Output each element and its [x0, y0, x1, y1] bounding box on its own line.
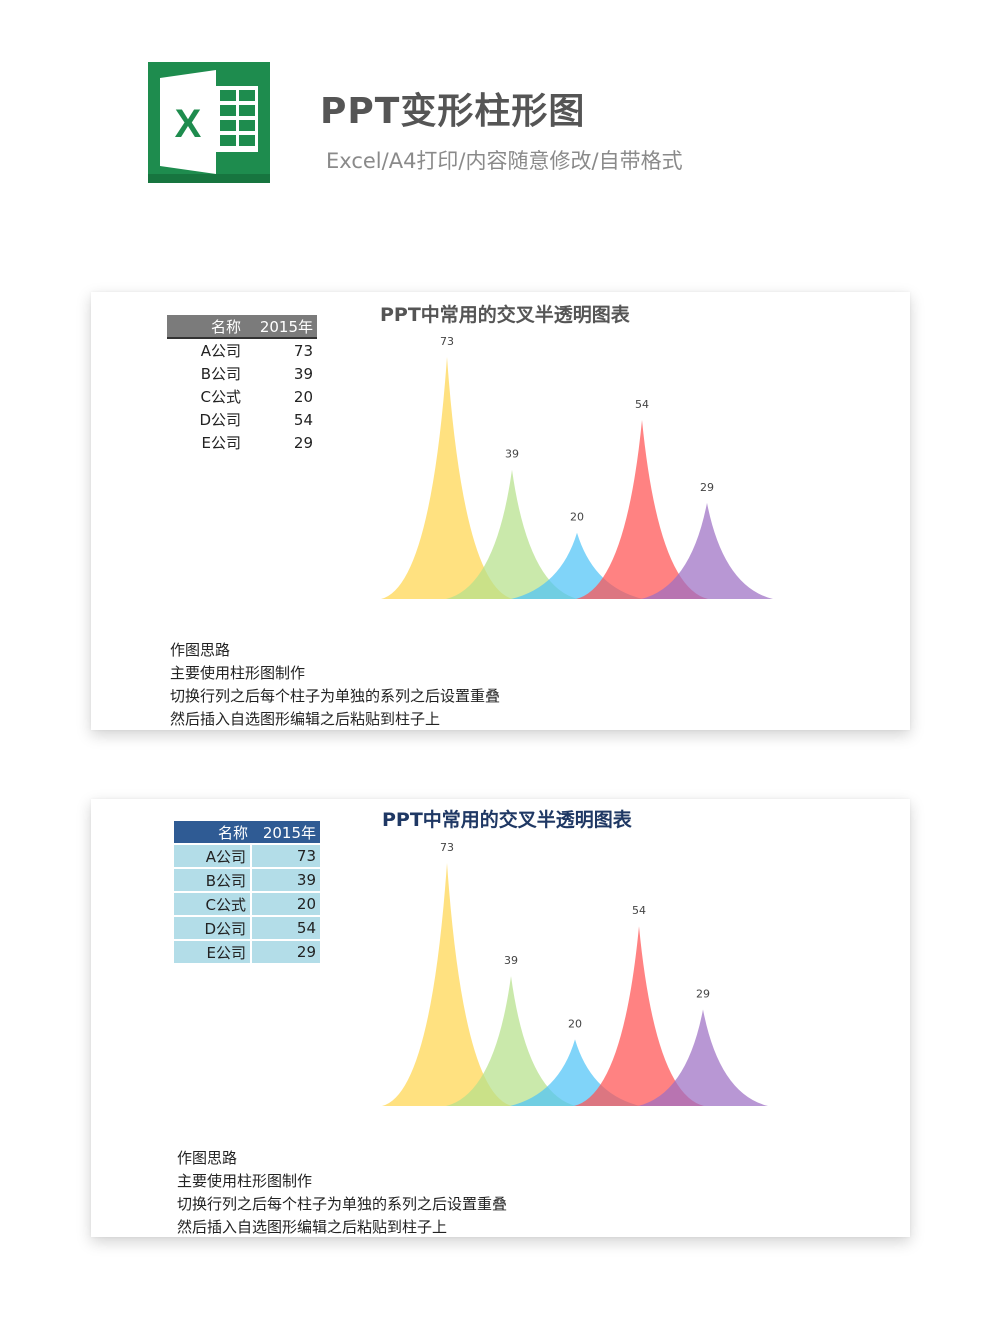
- chart-panel-gray: 名称 2015年 A公司 73 B公司 39 C公式 20 D公司 54 E公司 29 P…: [91, 292, 910, 730]
- chart-title: PPT中常用的交叉半透明图表: [382, 809, 632, 831]
- notes-line: 然后插入自选图形编辑之后粘贴到柱子上: [177, 1218, 448, 1236]
- row-value[interactable]: 20: [293, 387, 313, 406]
- row-value[interactable]: 73: [293, 341, 313, 360]
- data-label: 73: [440, 841, 454, 854]
- row-name[interactable]: B公司: [200, 365, 241, 383]
- table-header-year: 2015年: [252, 821, 320, 843]
- table-row[interactable]: D公司 54: [174, 917, 320, 939]
- row-value[interactable]: 54: [293, 410, 313, 429]
- spike-mark[interactable]: [446, 469, 578, 599]
- spike-mark[interactable]: [381, 357, 513, 599]
- row-value[interactable]: 39: [252, 869, 320, 891]
- spike-mark[interactable]: [446, 976, 576, 1106]
- spike-mark[interactable]: [511, 532, 643, 599]
- table-row[interactable]: A公司 73: [167, 338, 317, 362]
- spike-mark[interactable]: [382, 863, 512, 1106]
- table-row[interactable]: C公式 20: [174, 893, 320, 915]
- table-header-row: 名称 2015年: [174, 821, 320, 843]
- table-row[interactable]: B公司 39: [174, 869, 320, 891]
- row-value[interactable]: 54: [252, 917, 320, 939]
- row-value[interactable]: 73: [252, 845, 320, 867]
- notes-block: 作图思路 主要使用柱形图制作 切换行列之后每个柱子为单独的系列之后设置重叠 然后…: [170, 639, 500, 731]
- table-row[interactable]: D公司 54: [167, 408, 317, 431]
- notes-line: 然后插入自选图形编辑之后粘贴到柱子上: [170, 710, 441, 728]
- data-label: 54: [632, 904, 646, 917]
- notes-line: 主要使用柱形图制作: [170, 664, 306, 682]
- row-value[interactable]: 29: [252, 941, 320, 963]
- row-value[interactable]: 29: [293, 433, 313, 452]
- data-label: 29: [696, 987, 710, 1000]
- row-name[interactable]: D公司: [199, 411, 241, 429]
- spike-chart[interactable]: 73 39 20 54 29: [91, 292, 910, 730]
- spike-mark[interactable]: [638, 1009, 768, 1106]
- table-header-name: 名称: [174, 821, 252, 843]
- notes-heading: 作图思路: [177, 1149, 238, 1167]
- table-header-year: 2015年: [253, 315, 317, 339]
- table-row[interactable]: E公司 29: [174, 941, 320, 963]
- row-name[interactable]: C公式: [200, 388, 241, 406]
- data-label: 29: [700, 481, 714, 494]
- excel-logo-icon: X: [148, 62, 270, 183]
- row-name[interactable]: A公司: [174, 845, 252, 867]
- page-title: PPT变形柱形图: [320, 91, 586, 132]
- data-label: 39: [504, 954, 518, 967]
- spike-mark[interactable]: [641, 502, 773, 599]
- data-table: 名称 2015年 A公司 73 B公司 39 C公式 20 D公司 54 E公司 29: [174, 819, 320, 965]
- data-label: 20: [570, 511, 584, 524]
- spike-mark[interactable]: [510, 1039, 640, 1106]
- notes-block: 作图思路 主要使用柱形图制作 切换行列之后每个柱子为单独的系列之后设置重叠 然后…: [177, 1147, 507, 1239]
- notes-line: 切换行列之后每个柱子为单独的系列之后设置重叠: [177, 1195, 508, 1213]
- row-value[interactable]: 39: [293, 364, 313, 383]
- table-header-row: 名称 2015年: [167, 315, 317, 339]
- data-label: 20: [568, 1017, 582, 1030]
- spike-mark[interactable]: [576, 419, 708, 599]
- row-name[interactable]: D公司: [174, 917, 252, 939]
- spike-mark[interactable]: [574, 926, 704, 1106]
- row-name[interactable]: C公式: [174, 893, 252, 915]
- row-name[interactable]: E公司: [174, 941, 252, 963]
- data-label: 39: [505, 448, 519, 461]
- page-subtitle: Excel/A4打印/内容随意修改/自带格式: [326, 149, 683, 173]
- data-table: 名称 2015年 A公司 73 B公司 39 C公式 20 D公司 54 E公司 29: [167, 315, 317, 454]
- logo-letter: X: [175, 102, 202, 146]
- table-header-name: 名称: [167, 315, 253, 339]
- notes-line: 主要使用柱形图制作: [177, 1172, 313, 1190]
- row-name[interactable]: E公司: [201, 434, 241, 452]
- chart-panel-blue: 名称 2015年 A公司 73 B公司 39 C公式 20 D公司 54 E公司 29 P…: [91, 799, 910, 1237]
- table-row[interactable]: B公司 39: [167, 362, 317, 385]
- table-row[interactable]: A公司 73: [174, 845, 320, 867]
- row-name[interactable]: B公司: [174, 869, 252, 891]
- notes-line: 切换行列之后每个柱子为单独的系列之后设置重叠: [170, 687, 501, 705]
- data-label: 73: [440, 335, 454, 348]
- notes-heading: 作图思路: [170, 641, 231, 659]
- data-label: 54: [635, 398, 649, 411]
- chart-title: PPT中常用的交叉半透明图表: [380, 304, 630, 326]
- table-row[interactable]: E公司 29: [167, 431, 317, 454]
- table-row[interactable]: C公式 20: [167, 385, 317, 408]
- row-name[interactable]: A公司: [200, 342, 241, 360]
- row-value[interactable]: 20: [252, 893, 320, 915]
